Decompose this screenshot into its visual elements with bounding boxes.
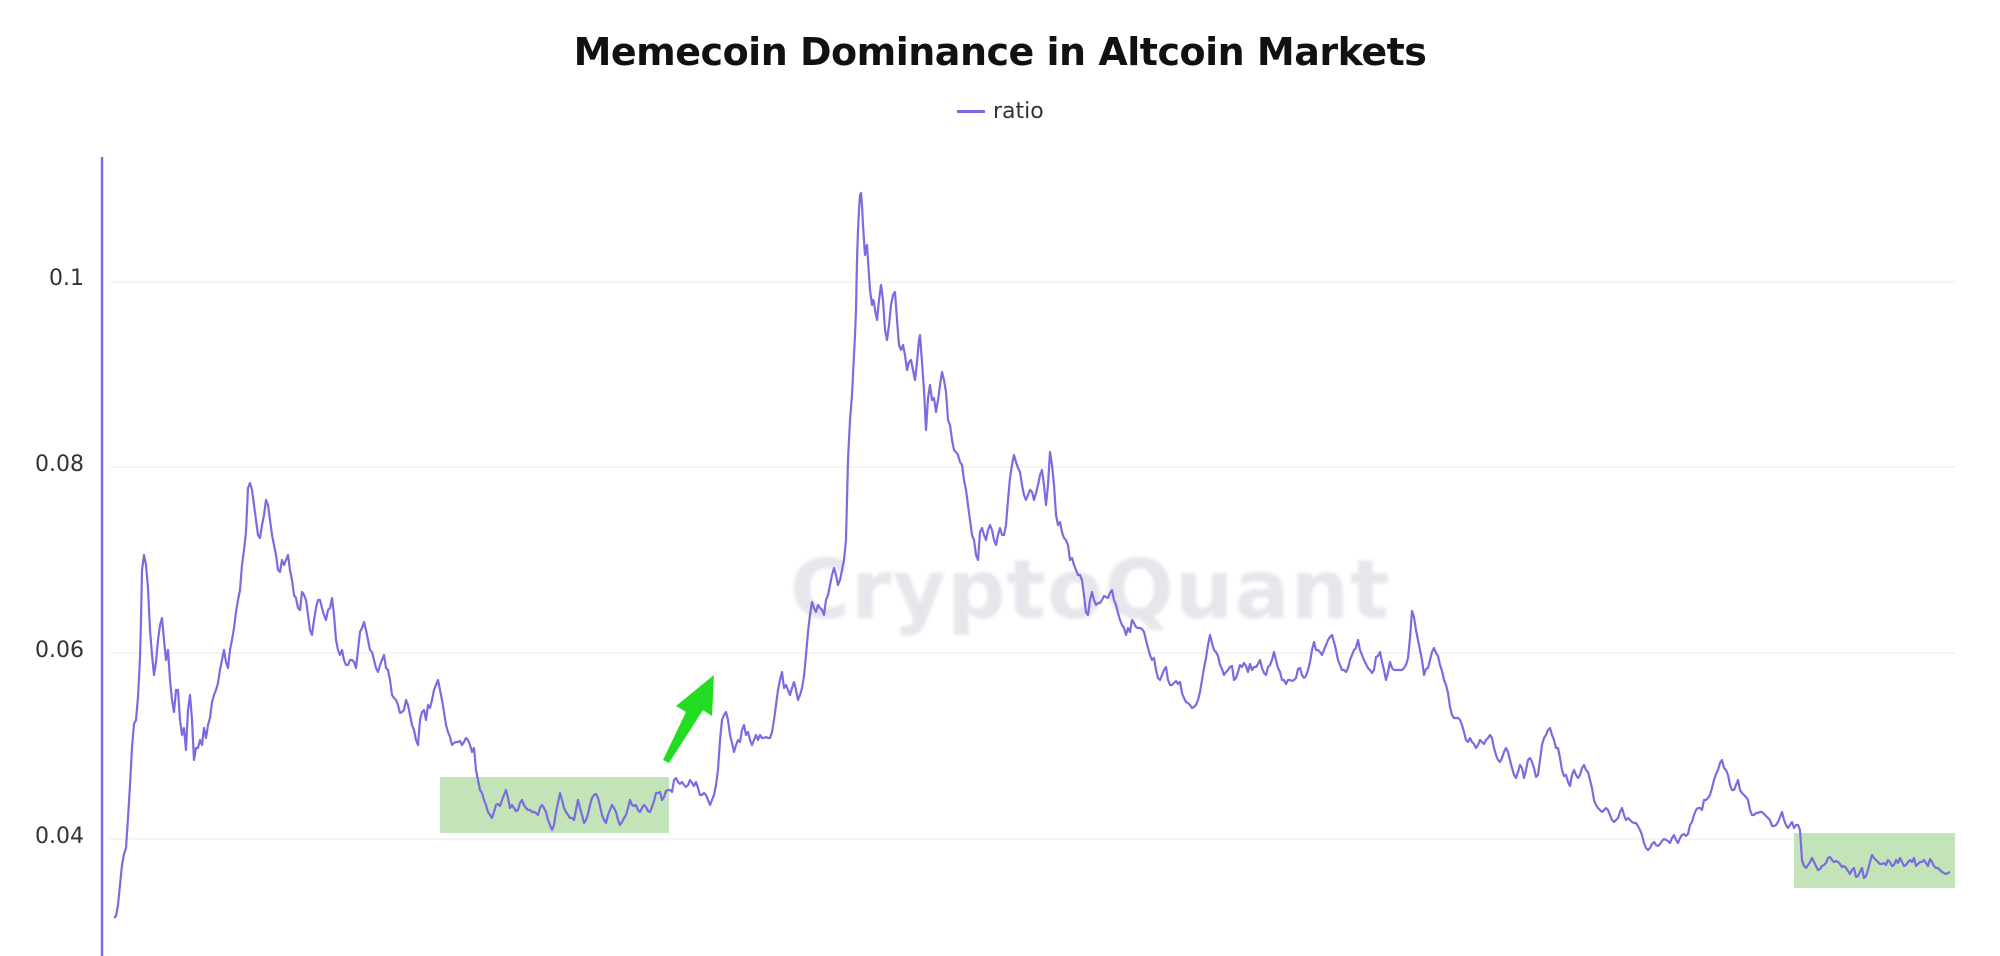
breakout-arrow-icon <box>663 675 714 763</box>
highlight-box-consolidation-2 <box>1794 833 1955 888</box>
legend-label: ratio <box>993 99 1044 124</box>
y-tick-label: 0.04 <box>35 824 84 849</box>
chart-title: Memecoin Dominance in Altcoin Markets <box>573 30 1427 74</box>
legend-line-icon <box>957 110 985 113</box>
watermark: CryptoQuant <box>790 543 1391 638</box>
y-tick-label: 0.1 <box>49 266 84 291</box>
y-tick-label: 0.08 <box>35 452 84 477</box>
grid-lines <box>110 281 1955 840</box>
legend-item-ratio[interactable]: ratio <box>957 99 1044 124</box>
ratio-line <box>113 191 1951 919</box>
y-tick-label: 0.06 <box>35 638 84 663</box>
